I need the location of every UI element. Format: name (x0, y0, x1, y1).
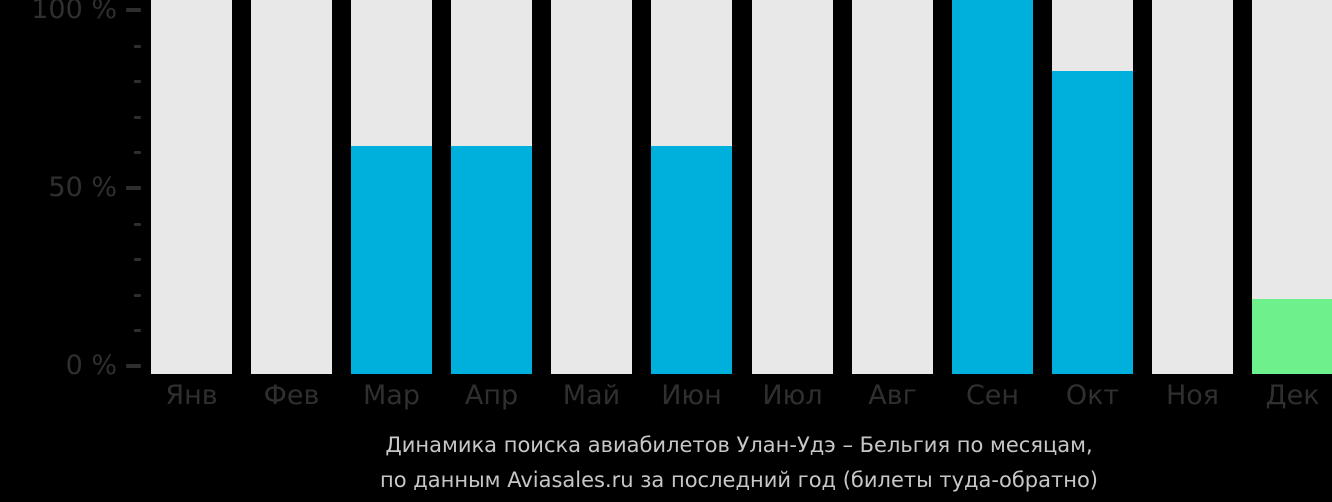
bar-value-10 (1052, 71, 1133, 374)
x-tick-label-3: Мар (363, 380, 420, 411)
y-minor-tick-90 (134, 45, 141, 48)
y-minor-tick-60 (134, 151, 141, 154)
y-tick-label-50: 50 % (48, 172, 117, 203)
chart-title-line-1: Динамика поиска авиабилетов Улан-Удэ – Б… (385, 433, 1093, 457)
x-tick-label-6: Июн (661, 380, 722, 411)
y-major-tick-50 (126, 186, 141, 190)
y-minor-tick-40 (134, 223, 141, 226)
bar-value-4 (451, 146, 532, 374)
y-major-tick-0 (126, 364, 141, 368)
x-tick-label-4: Апр (464, 380, 519, 411)
y-major-tick-100 (126, 8, 141, 12)
y-tick-label-0: 0 % (65, 350, 117, 381)
bar-track-7 (752, 0, 833, 374)
bar-track-5 (551, 0, 632, 374)
y-minor-tick-80 (134, 80, 141, 83)
x-tick-label-12: Дек (1265, 380, 1320, 411)
y-minor-tick-20 (134, 294, 141, 297)
y-minor-tick-70 (134, 116, 141, 119)
plot-area: 100 % 50 % 0 % (31, 0, 1332, 381)
bar-track-1 (151, 0, 232, 374)
y-minor-tick-30 (134, 258, 141, 261)
x-tick-label-2: Фев (263, 380, 320, 411)
bar-track-2 (251, 0, 332, 374)
y-minor-tick-10 (134, 329, 141, 332)
y-tick-label-100: 100 % (31, 0, 117, 25)
x-tick-label-8: Авг (868, 380, 917, 411)
bar-value-6 (651, 146, 732, 374)
chart-title-line-2: по данным Aviasales.ru за последний год … (380, 468, 1098, 492)
bar-track-8 (852, 0, 933, 374)
x-tick-label-10: Окт (1065, 380, 1120, 411)
bar-value-12 (1252, 299, 1332, 374)
x-tick-label-9: Сен (965, 380, 1020, 411)
x-tick-label-11: Ноя (1165, 380, 1220, 411)
bar-value-9 (952, 0, 1033, 374)
x-tick-label-1: Янв (165, 380, 218, 411)
x-tick-label-5: Май (562, 380, 621, 411)
x-tick-label-7: Июл (762, 380, 823, 411)
bar-value-3 (351, 146, 432, 374)
bar-track-11 (1152, 0, 1233, 374)
